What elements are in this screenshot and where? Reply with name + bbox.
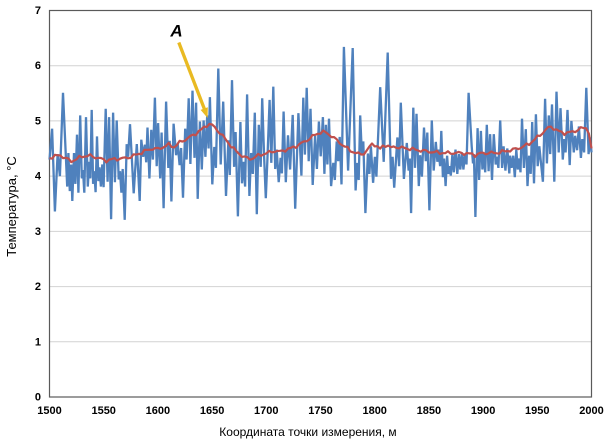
svg-text:A: A [169,22,182,41]
svg-text:1850: 1850 [417,405,441,417]
svg-text:1600: 1600 [146,405,170,417]
svg-text:2: 2 [35,281,41,293]
svg-text:1500: 1500 [37,405,61,417]
svg-text:Координата точки измерения, м: Координата точки измерения, м [219,425,396,439]
svg-text:3: 3 [35,226,41,238]
svg-text:1650: 1650 [200,405,224,417]
svg-text:1800: 1800 [362,405,386,417]
svg-text:1950: 1950 [525,405,549,417]
svg-text:7: 7 [35,5,41,17]
svg-text:1900: 1900 [471,405,495,417]
svg-text:1550: 1550 [91,405,115,417]
svg-text:6: 6 [35,60,41,72]
svg-text:5: 5 [35,115,41,127]
svg-text:1750: 1750 [308,405,332,417]
svg-text:2000: 2000 [579,405,603,417]
svg-text:0: 0 [35,392,41,404]
svg-text:1: 1 [35,336,41,348]
svg-text:Температура, °С: Температура, °С [4,156,19,257]
svg-text:1700: 1700 [254,405,278,417]
svg-text:4: 4 [35,171,42,183]
